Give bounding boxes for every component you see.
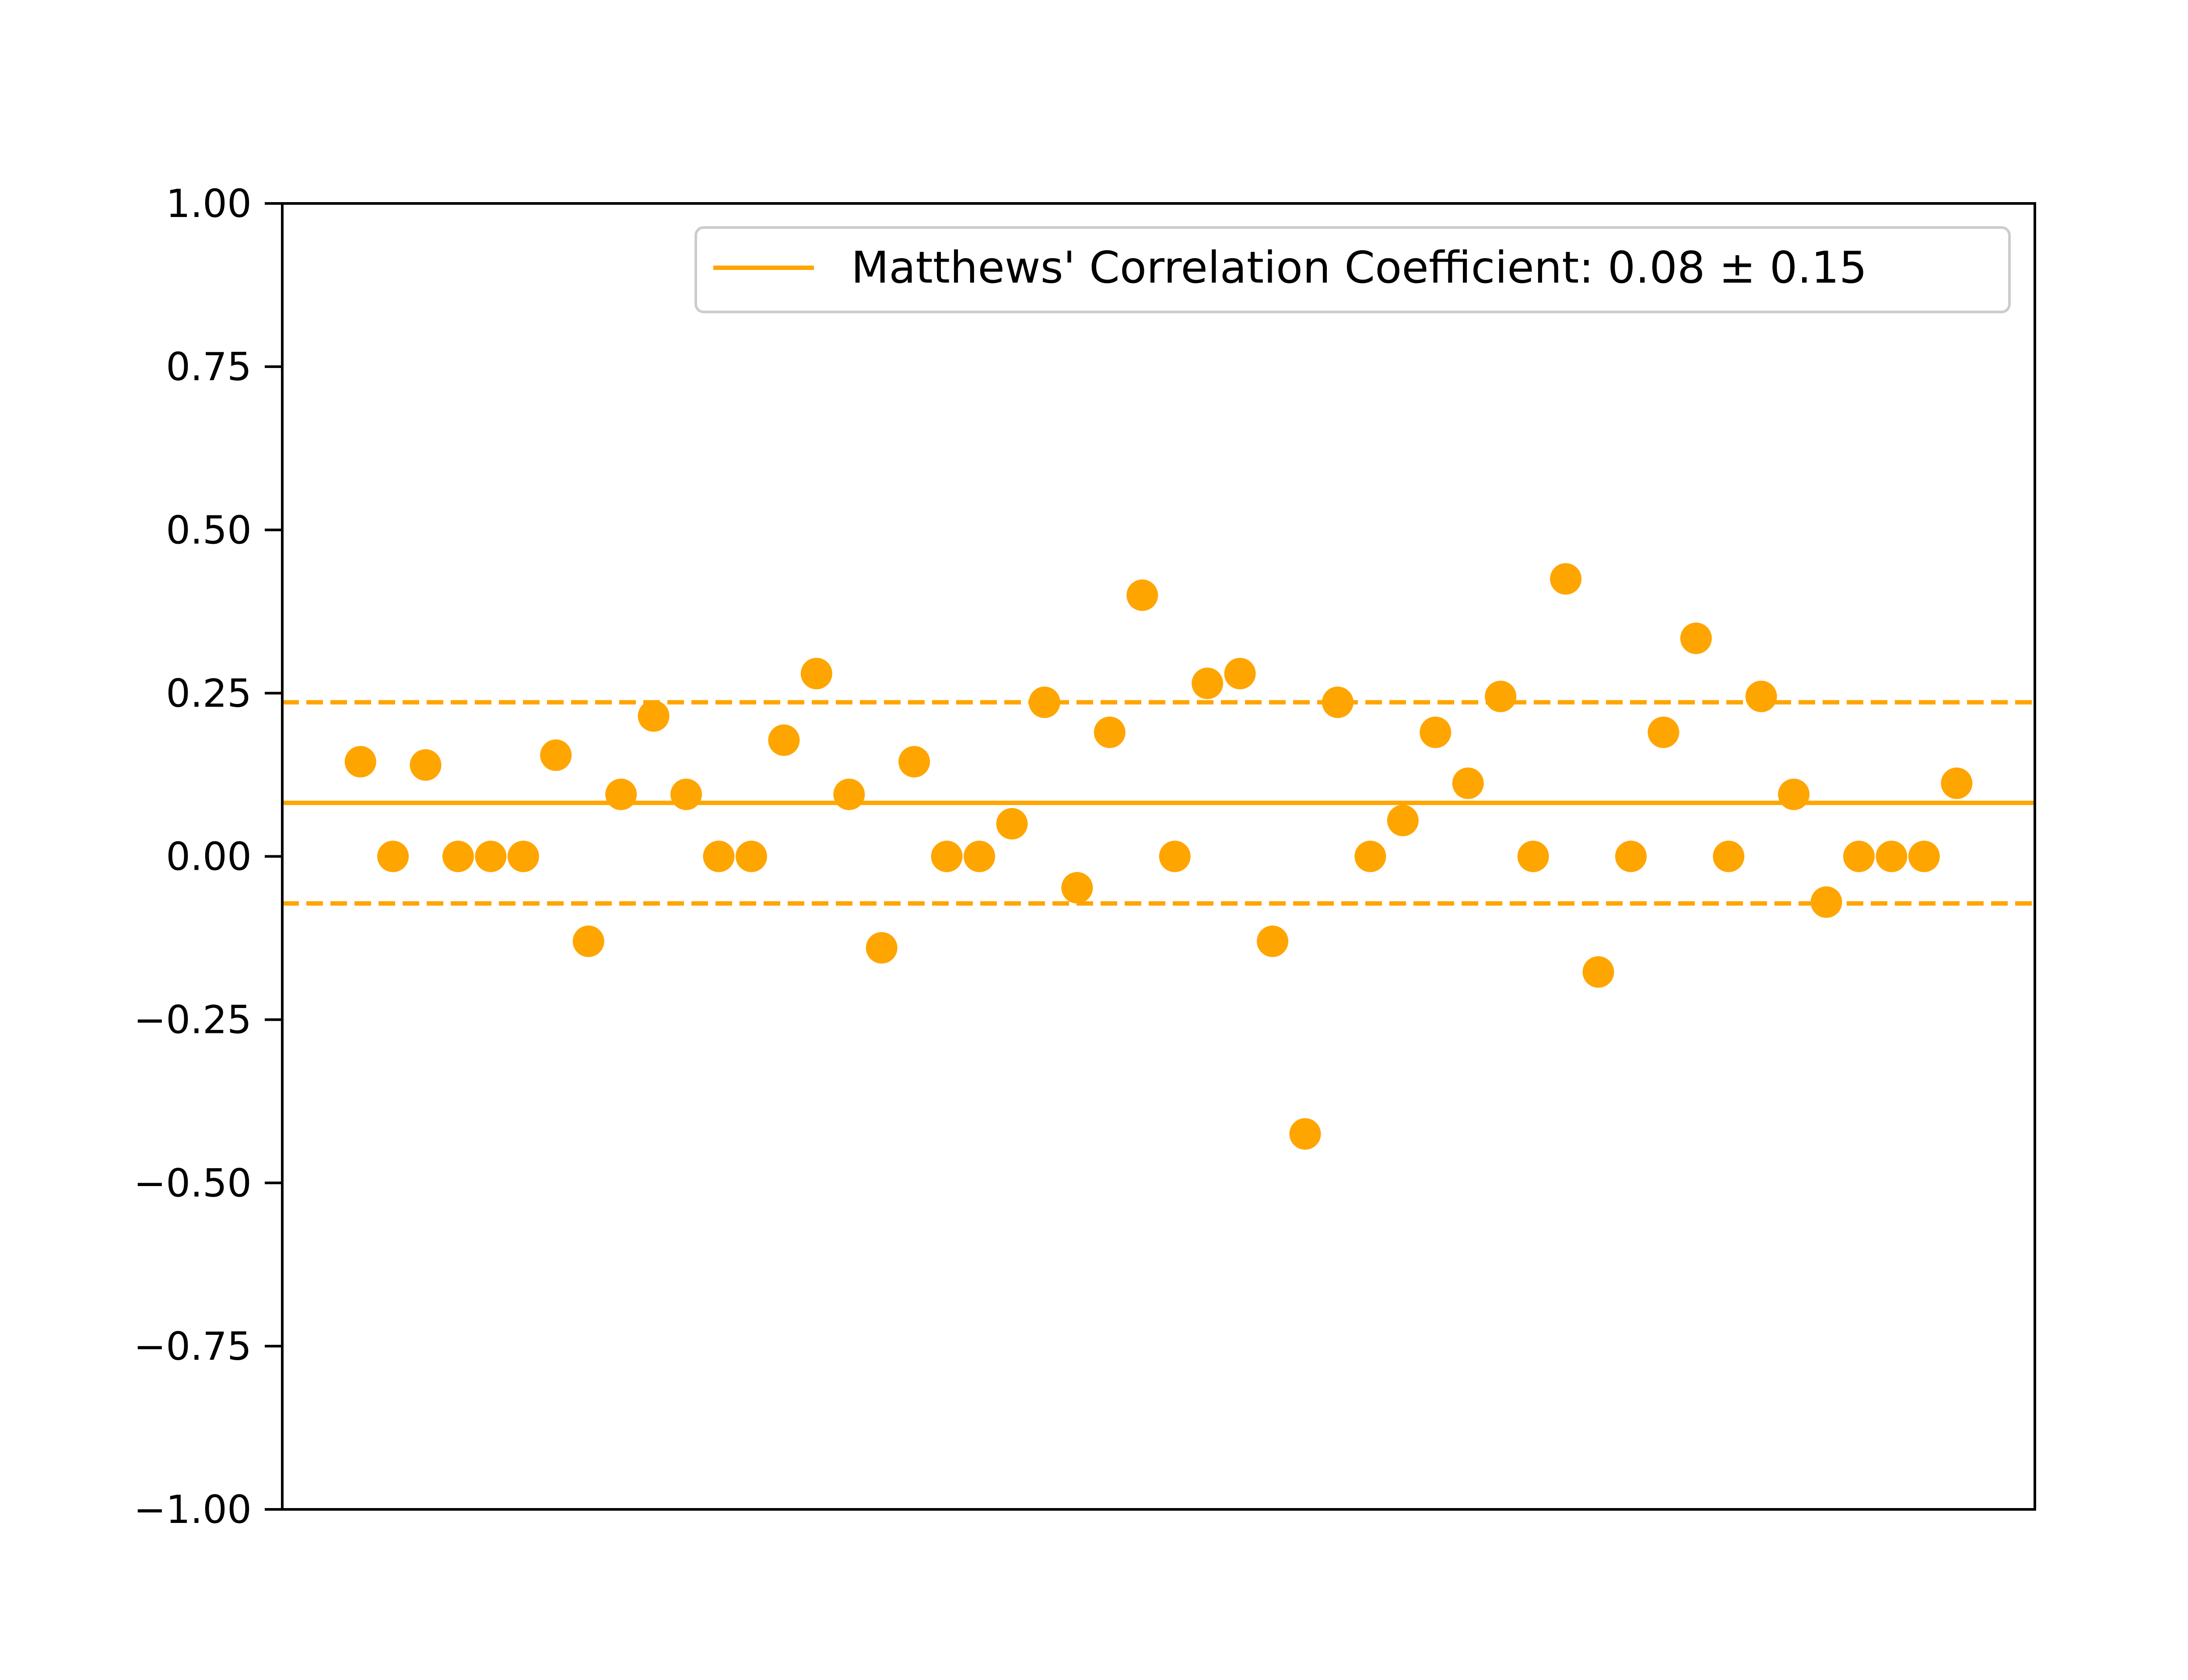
- legend-label: Matthews' Correlation Coefficient: 0.08 …: [851, 242, 1867, 293]
- data-point: [1420, 716, 1452, 748]
- data-point: [1126, 579, 1158, 611]
- data-point: [1517, 840, 1549, 872]
- data-point: [1778, 778, 1810, 810]
- data-point: [768, 724, 800, 756]
- data-point: [344, 746, 376, 778]
- y-tick-label: −0.50: [133, 1161, 252, 1206]
- data-point: [1322, 686, 1353, 718]
- data-point: [638, 700, 670, 732]
- data-point: [572, 925, 604, 957]
- data-point: [1908, 840, 1940, 872]
- data-point: [1648, 716, 1680, 748]
- data-point: [540, 739, 572, 771]
- data-point: [1843, 840, 1875, 872]
- data-point: [1354, 840, 1386, 872]
- data-point: [475, 840, 507, 872]
- data-point: [735, 840, 767, 872]
- data-point: [1713, 840, 1745, 872]
- data-point: [1028, 686, 1060, 718]
- y-tick-label: 0.25: [166, 671, 252, 716]
- data-point: [996, 808, 1028, 840]
- y-axis-ticks: 1.00 0.75 0.50 0.25 0.00 −0.25 −0.50 −0.75 −1.00: [133, 181, 282, 1532]
- reference-lines: [282, 700, 2035, 906]
- data-point: [898, 746, 930, 778]
- data-point: [1941, 767, 1973, 799]
- y-tick-label: −0.25: [133, 998, 252, 1043]
- data-point: [931, 840, 963, 872]
- data-point: [1615, 840, 1647, 872]
- data-point: [1061, 872, 1093, 904]
- y-tick-label: 0.00: [166, 834, 252, 879]
- data-point: [1876, 840, 1907, 872]
- data-point: [800, 658, 832, 690]
- data-point: [605, 778, 637, 810]
- y-tick-label: 0.75: [166, 344, 252, 389]
- data-point: [1582, 956, 1614, 988]
- legend: Matthews' Correlation Coefficient: 0.08 …: [694, 226, 2011, 313]
- data-point: [964, 840, 996, 872]
- y-tick-label: 0.50: [166, 508, 252, 553]
- data-points: [344, 563, 1973, 1150]
- data-point: [1550, 563, 1582, 595]
- data-point: [1094, 716, 1126, 748]
- data-point: [507, 840, 539, 872]
- data-point: [1257, 925, 1289, 957]
- data-point: [1680, 623, 1712, 654]
- data-point: [1192, 667, 1224, 699]
- y-tick-label: 1.00: [166, 181, 252, 226]
- y-tick-label: −1.00: [133, 1487, 252, 1532]
- y-tick-label: −0.75: [133, 1324, 252, 1369]
- data-point: [1452, 767, 1484, 799]
- data-point: [442, 840, 474, 872]
- data-point: [1159, 840, 1191, 872]
- data-point: [703, 840, 735, 872]
- data-point: [1224, 658, 1256, 690]
- data-point: [1289, 1118, 1321, 1150]
- plot-frame: [281, 202, 2036, 1511]
- legend-box: [694, 226, 2011, 313]
- data-point: [866, 932, 898, 964]
- data-point: [377, 840, 409, 872]
- data-point: [833, 778, 865, 810]
- data-point: [410, 749, 442, 781]
- data-point: [1810, 886, 1842, 918]
- data-point: [1387, 805, 1419, 836]
- data-point: [1745, 680, 1777, 712]
- data-point: [670, 778, 702, 810]
- data-point: [1485, 680, 1517, 712]
